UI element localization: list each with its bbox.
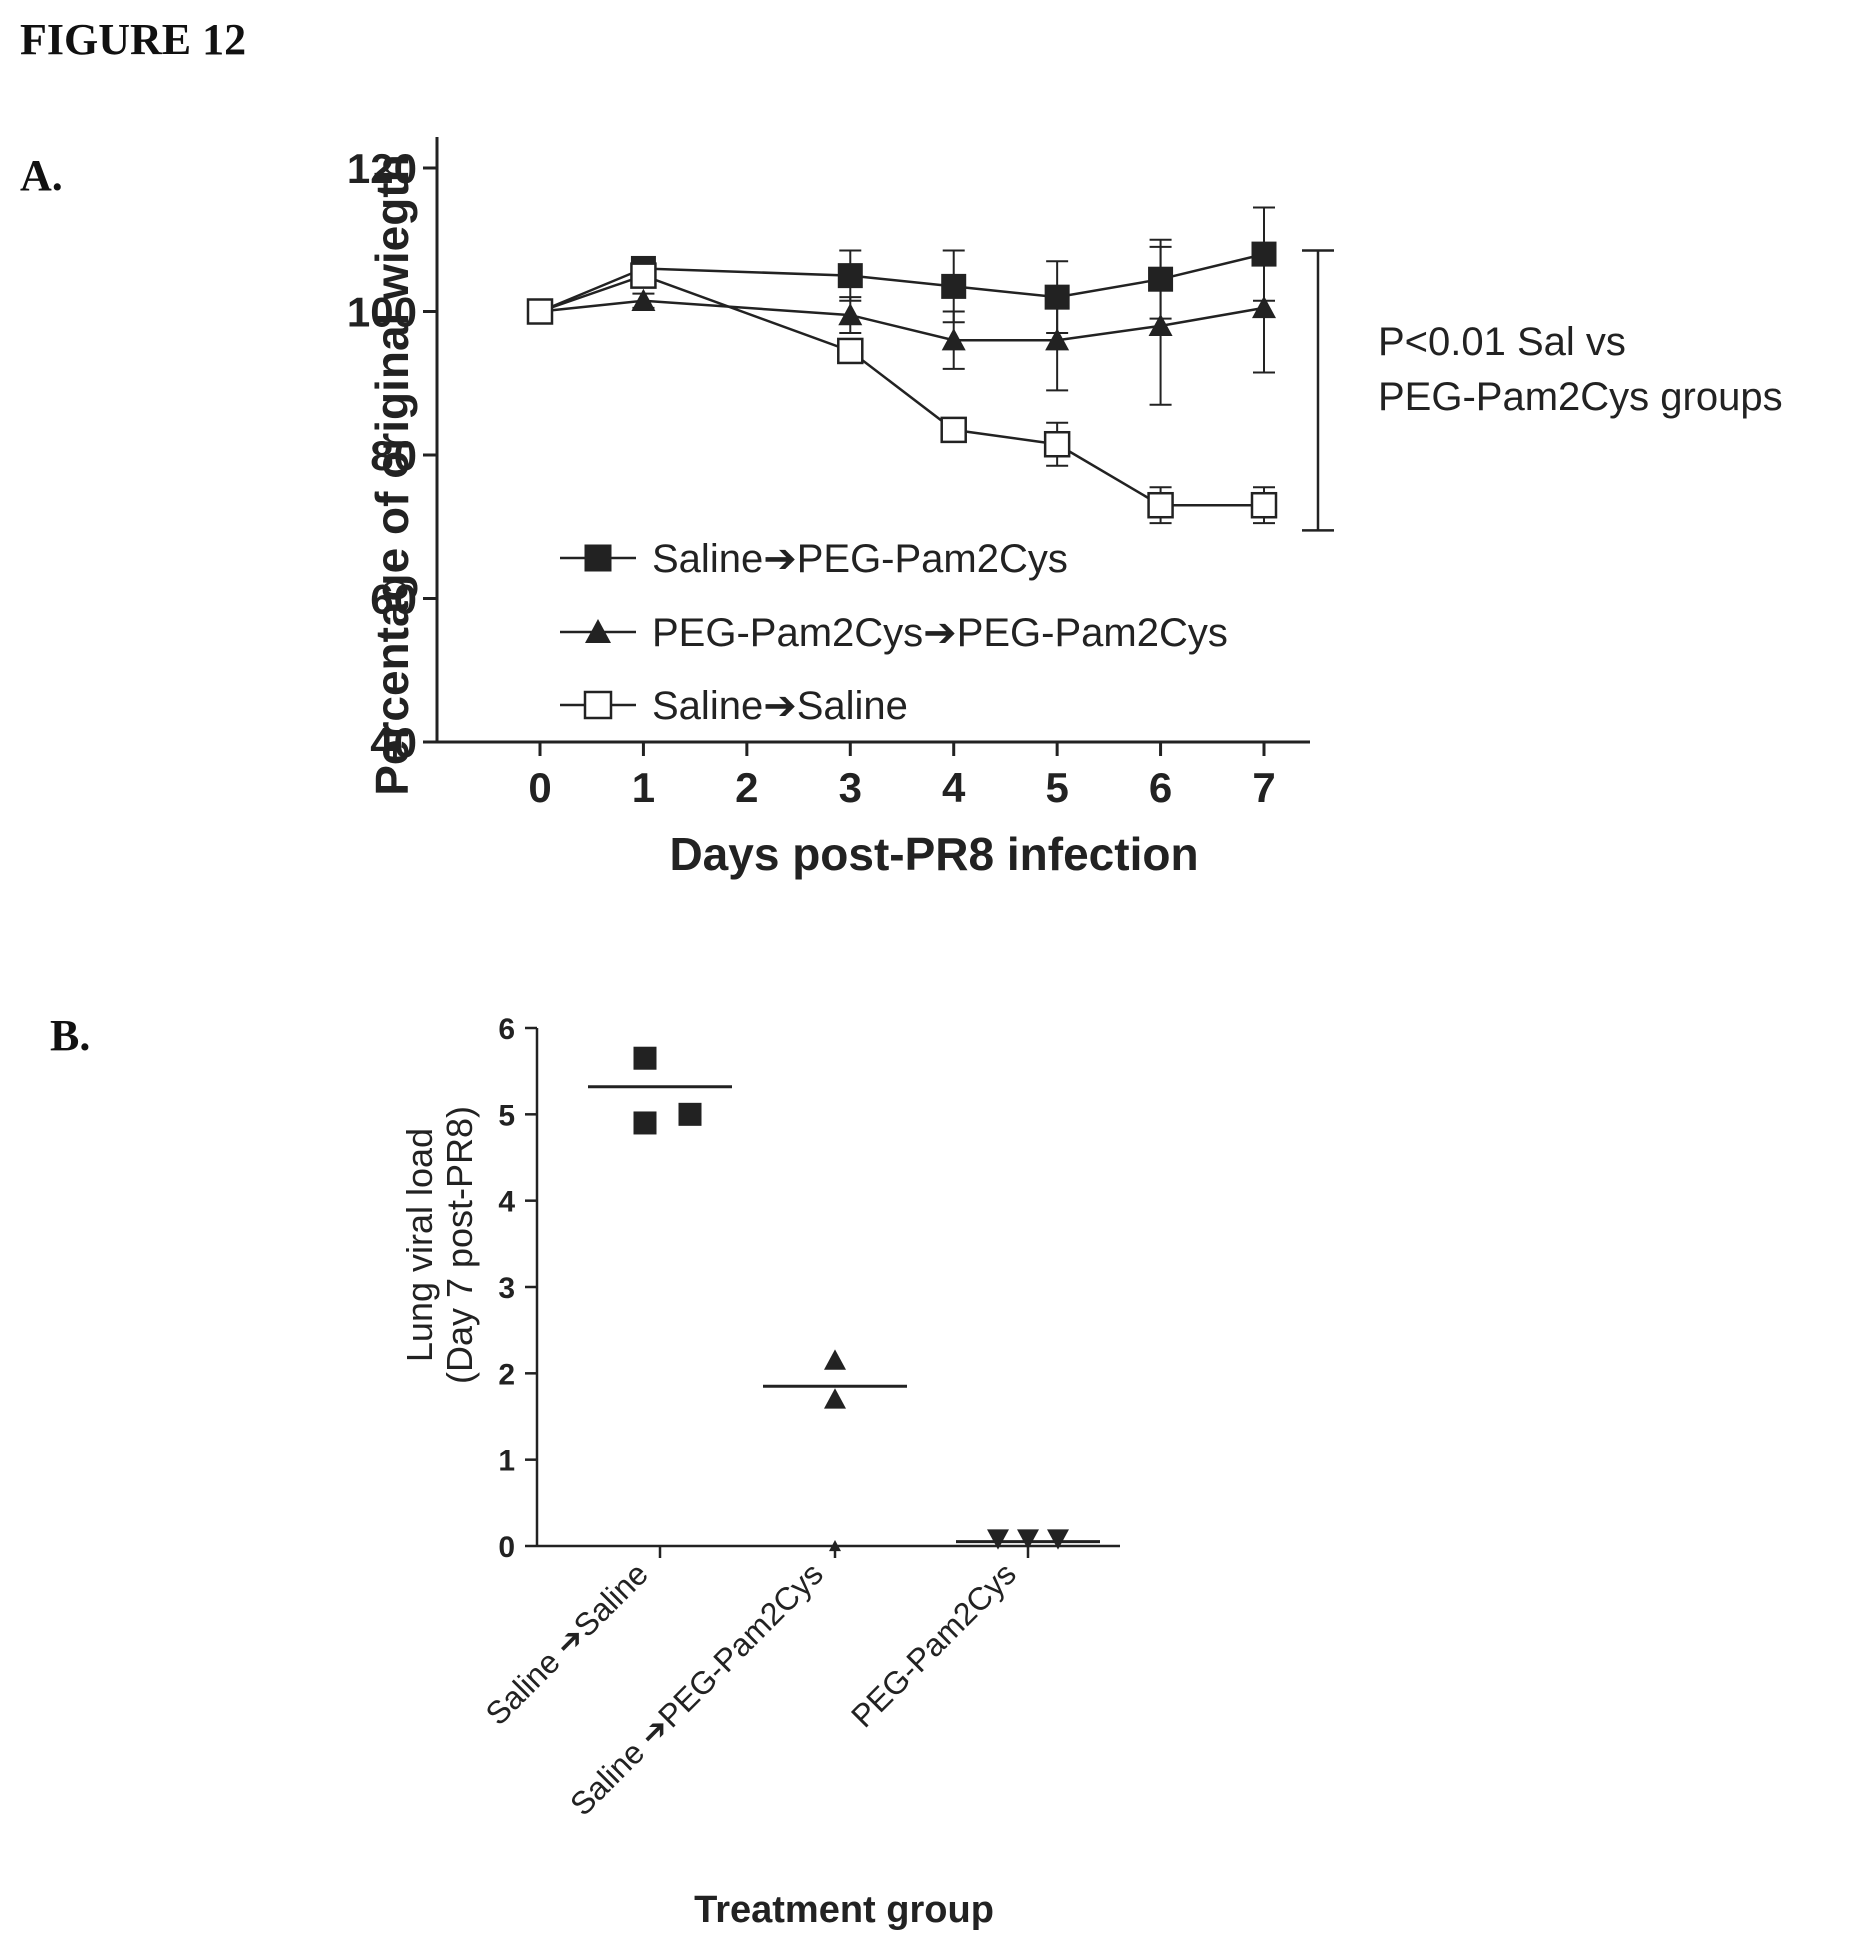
x-tick-label: 7	[1252, 764, 1275, 811]
data-point-group-1	[829, 1540, 841, 1552]
data-point-group-2	[1017, 1529, 1039, 1550]
category-label: Saline ➔Saline	[478, 1555, 655, 1732]
data-point-series-2	[837, 337, 864, 365]
legend-marker	[583, 690, 613, 720]
x-tick-label: 3	[839, 764, 862, 811]
data-point-series-2	[1250, 491, 1278, 519]
data-point-series-0	[941, 273, 967, 299]
data-point-group-1	[824, 1349, 846, 1370]
legend-marker	[584, 544, 612, 572]
data-point-series-1	[1045, 328, 1070, 351]
x-axis-title-b: Treatment group	[694, 1889, 994, 1931]
y-tick-label-b: 6	[498, 1013, 515, 1046]
data-point-series-2	[1147, 491, 1174, 519]
x-tick-label: 6	[1149, 764, 1172, 811]
data-point-series-1	[941, 328, 966, 351]
x-tick-label: 5	[1045, 764, 1068, 811]
x-tick-label: 1	[632, 764, 655, 811]
data-point-series-0	[1148, 266, 1174, 292]
data-point-group-0	[633, 1111, 657, 1135]
legend-entry: PEG-Pam2Cys➔PEG-Pam2Cys	[652, 611, 1228, 655]
legend-marker	[585, 619, 611, 644]
data-point-series-0	[837, 263, 863, 289]
panel-b-label: B.	[50, 1011, 91, 1060]
data-point-group-0	[633, 1046, 657, 1070]
data-point-series-2	[630, 262, 657, 289]
y-tick-label-b: 2	[498, 1358, 515, 1391]
legend-entry: Saline➔PEG-Pam2Cys	[652, 537, 1068, 581]
x-tick-label: 4	[942, 764, 966, 811]
y-axis-title: Percentage of original wiegth	[366, 154, 418, 796]
data-point-series-2	[526, 298, 554, 325]
y-tick-label: 120	[347, 145, 417, 192]
category-label-part: Saline	[567, 1555, 655, 1643]
data-point-group-2	[1047, 1529, 1069, 1550]
legend-entry: Saline➔Saline	[652, 684, 908, 728]
x-axis-title: Days post-PR8 infection	[669, 828, 1198, 880]
data-point-series-2	[940, 416, 967, 444]
data-point-group-1	[824, 1388, 846, 1409]
data-point-series-0	[1044, 284, 1070, 310]
y-axis-title-line1: Lung viral load	[399, 1128, 440, 1362]
data-point-series-2	[1043, 430, 1071, 458]
y-tick-label-b: 3	[498, 1272, 515, 1305]
data-point-series-1	[838, 303, 863, 326]
x-tick-label: 0	[528, 764, 551, 811]
data-point-group-2	[987, 1529, 1009, 1550]
y-tick-label: 100	[347, 289, 417, 336]
category-label-part: Saline	[478, 1637, 573, 1732]
annotation-line2: PEG-Pam2Cys groups	[1378, 375, 1783, 419]
data-point-series-0	[1251, 241, 1277, 267]
x-tick-label: 2	[735, 764, 758, 811]
data-point-series-1	[1252, 295, 1276, 319]
category-label: PEG-Pam2Cys	[844, 1555, 1023, 1734]
y-tick-label-b: 0	[498, 1531, 515, 1564]
y-tick-label-b: 4	[498, 1186, 515, 1219]
annotation-line1: P<0.01 Sal vs	[1378, 320, 1626, 364]
figure-title: FIGURE 12	[20, 15, 247, 64]
y-tick-label: 80	[370, 432, 417, 479]
panel-a-label: A.	[20, 151, 63, 200]
y-tick-label-b: 5	[498, 1099, 515, 1132]
y-tick-label: 40	[370, 719, 417, 766]
data-point-group-0	[678, 1102, 702, 1126]
y-tick-label-b: 1	[498, 1445, 515, 1478]
data-point-series-1	[1148, 313, 1173, 337]
y-axis-title-line2: (Day 7 post-PR8)	[439, 1106, 480, 1384]
category-label-part: PEG-Pam2Cys	[651, 1555, 830, 1734]
y-tick-label: 60	[370, 576, 417, 623]
category-label-part: Saline	[563, 1728, 658, 1823]
data-point-series-1	[631, 288, 656, 311]
